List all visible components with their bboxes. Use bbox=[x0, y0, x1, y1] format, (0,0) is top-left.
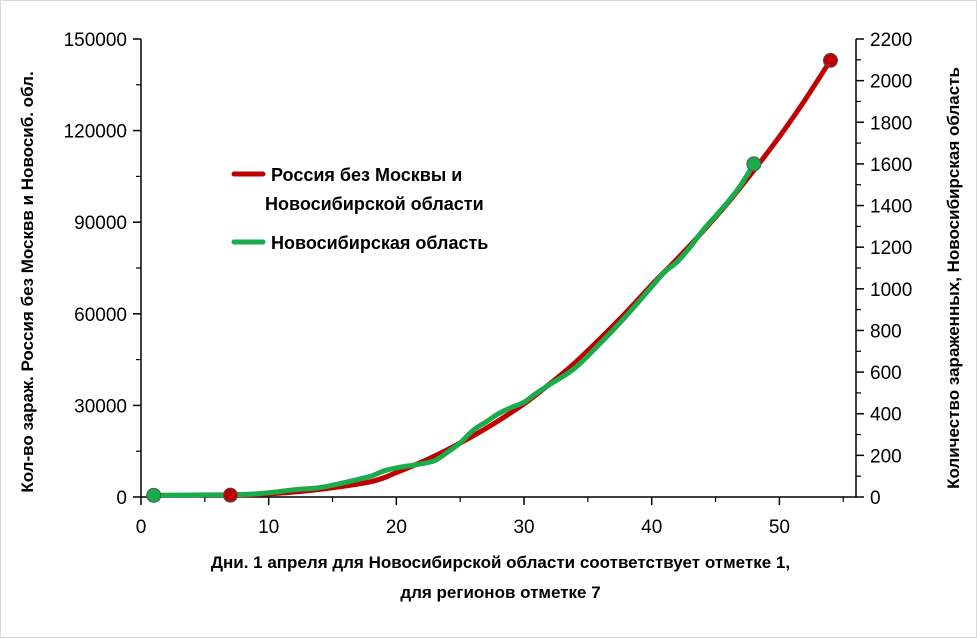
x-tick-label: 10 bbox=[258, 517, 279, 538]
series-marker-russia-1 bbox=[822, 52, 838, 68]
legend-label-novosibirsk: Новосибирская область bbox=[271, 233, 488, 253]
axes-layer bbox=[140, 39, 857, 498]
right-y-tick-label: 2000 bbox=[870, 72, 912, 93]
right-y-tick-label: 600 bbox=[870, 363, 902, 384]
x-tick-label: 40 bbox=[641, 517, 662, 538]
x-tick-label: 50 bbox=[769, 517, 790, 538]
legend: Россия без Москвы и Новосибирской област… bbox=[231, 165, 488, 253]
right-y-tick-label: 1200 bbox=[870, 238, 912, 259]
left-y-tick-label: 120000 bbox=[64, 122, 127, 143]
right-y-tick-label: 1400 bbox=[870, 197, 912, 218]
right-y-tick-label: 1800 bbox=[870, 113, 912, 134]
series-marker-novosibirsk-0 bbox=[146, 487, 162, 503]
left-y-tick-label: 0 bbox=[116, 488, 127, 509]
right-y-tick-label: 2200 bbox=[870, 30, 912, 51]
left-y-axis-title: Кол-во зараж. Россия без Москвв и Новоси… bbox=[18, 71, 37, 492]
series-line-novosibirsk bbox=[151, 161, 757, 498]
legend-label-russia-line2: Новосибирской области bbox=[265, 194, 484, 214]
right-y-tick-label: 1600 bbox=[870, 155, 912, 176]
left-y-tick-label: 150000 bbox=[64, 30, 127, 51]
x-tick-label: 30 bbox=[513, 517, 534, 538]
series-marker-novosibirsk-1 bbox=[746, 156, 762, 172]
right-y-tick-label: 0 bbox=[870, 488, 881, 509]
right-y-tick-label: 400 bbox=[870, 405, 902, 426]
left-y-tick-label: 60000 bbox=[74, 305, 127, 326]
right-y-tick-label: 200 bbox=[870, 446, 902, 467]
right-y-tick-label: 800 bbox=[870, 321, 902, 342]
left-y-tick-label: 30000 bbox=[74, 396, 127, 417]
x-axis-title-line1: Дни. 1 апреля для Новосибирской области … bbox=[211, 553, 790, 572]
series-marker-russia-0 bbox=[222, 487, 238, 503]
x-tick-label: 20 bbox=[386, 517, 407, 538]
right-y-axis-title: Количество зараженных, Новосибирская обл… bbox=[944, 67, 963, 489]
left-y-tick-label: 90000 bbox=[74, 213, 127, 234]
series-layer bbox=[146, 52, 838, 503]
x-axis-title-line2: для регионов отметке 7 bbox=[400, 583, 600, 602]
series-line-russia bbox=[227, 57, 833, 498]
ticks-layer: 0 10 20 30 40 50 0 30000 60000 90000 120000 150000 0… bbox=[64, 30, 913, 538]
right-y-tick-label: 1000 bbox=[870, 280, 912, 301]
legend-label-russia-line1: Россия без Москвы и bbox=[271, 165, 462, 185]
x-tick-label: 0 bbox=[136, 517, 147, 538]
